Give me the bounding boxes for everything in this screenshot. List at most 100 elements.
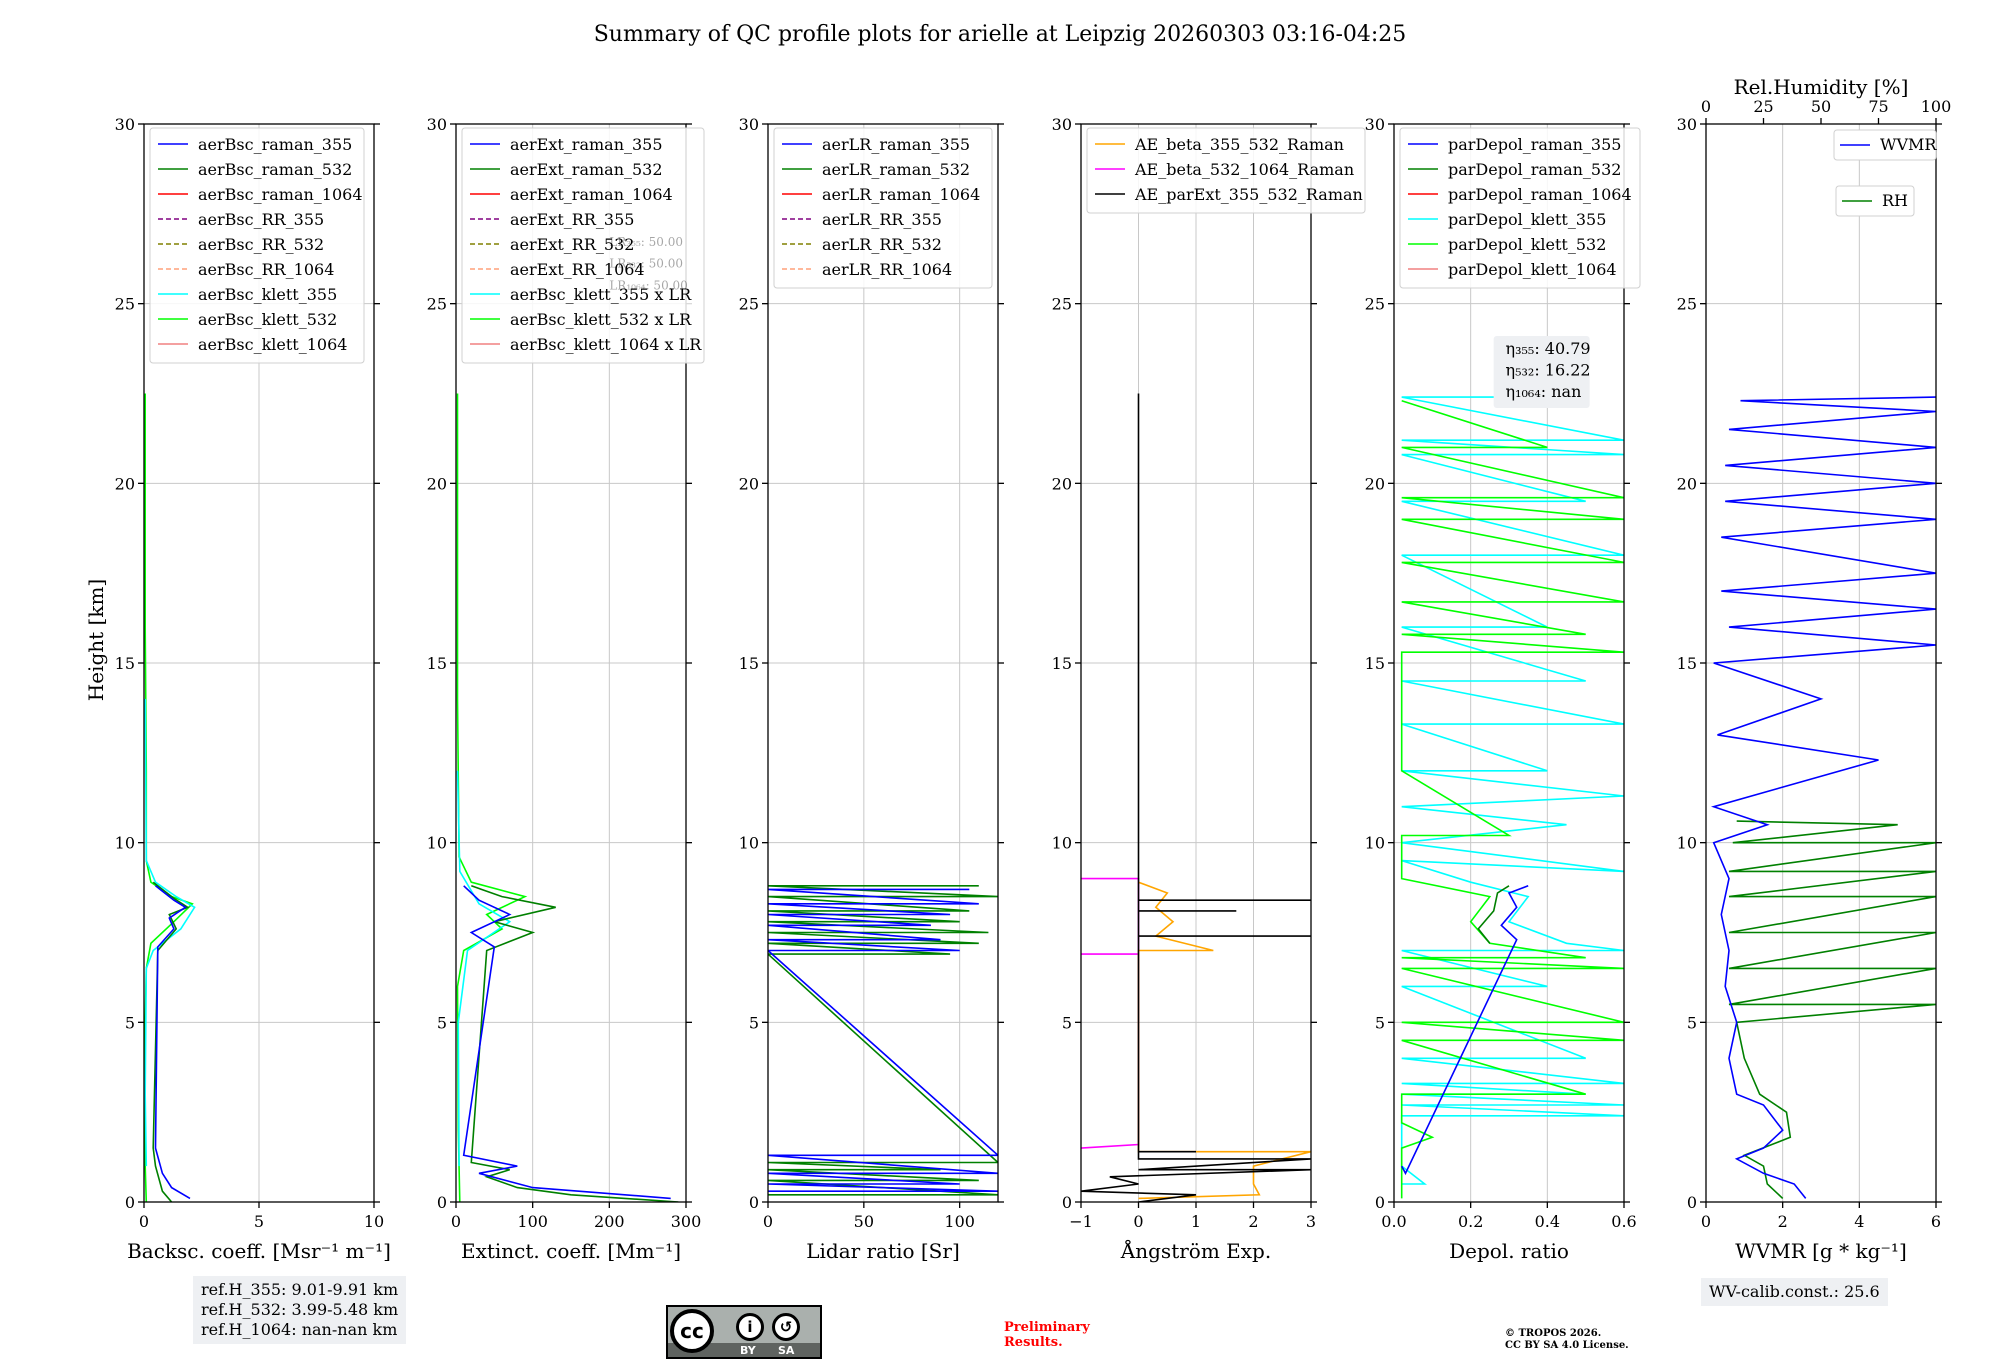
legend-box bbox=[1835, 185, 1915, 217]
x-tick-label: 0.4 bbox=[1535, 1212, 1560, 1231]
legend-box bbox=[461, 127, 705, 364]
y-tick-label: 20 bbox=[1052, 474, 1072, 493]
legend-label-aerLR_RR_1064: aerLR_RR_1064 bbox=[822, 260, 952, 279]
y-tick-label: 30 bbox=[115, 115, 135, 134]
x-axis-label: Depol. ratio bbox=[1449, 1239, 1569, 1263]
copyright-line-2: CC BY SA 4.0 License. bbox=[1505, 1340, 1629, 1351]
legend: aerLR_raman_355 aerLR_raman_532 aerLR_rama… bbox=[773, 127, 993, 289]
x-tick-label: 100 bbox=[944, 1212, 975, 1231]
y-tick-label: 0 bbox=[125, 1193, 135, 1212]
legend-label-aerExt_RR_1064: aerExt_RR_1064 bbox=[510, 260, 645, 279]
x-tick-label: 6 bbox=[1931, 1212, 1941, 1231]
legend-label-aerExt_raman_355: aerExt_raman_355 bbox=[510, 135, 663, 154]
x-tick-label: 50 bbox=[854, 1212, 874, 1231]
y-tick-label: 25 bbox=[1677, 295, 1697, 314]
wv-calibration-box: WV-calib.const.: 25.6 bbox=[1701, 1278, 1888, 1306]
legend-label-aerBsc_RR_1064: aerBsc_RR_1064 bbox=[198, 260, 334, 279]
preliminary-line-2: Results. bbox=[1004, 1335, 1063, 1350]
legend-box bbox=[1399, 127, 1641, 289]
legend-label-aerLR_raman_532: aerLR_raman_532 bbox=[822, 160, 970, 179]
legend-label-aerExt_RR_355: aerExt_RR_355 bbox=[510, 210, 634, 229]
x-tick-label: 0 bbox=[1701, 1212, 1711, 1231]
x-axis-label: Ångström Exp. bbox=[1120, 1238, 1271, 1263]
y-tick-label: 0 bbox=[437, 1193, 447, 1212]
annotation-text: LR₅₃₂: 50.00 bbox=[609, 257, 683, 271]
legend-label-aerBsc_klett_1064 x LR: aerBsc_klett_1064 x LR bbox=[510, 335, 702, 354]
legend-label: WVMR bbox=[1880, 135, 1937, 154]
x-axis-label: Backsc. coeff. [Msr⁻¹ m⁻¹] bbox=[127, 1239, 391, 1263]
series-aerBsc_raman_355 bbox=[154, 885, 191, 1200]
y-tick-label: 5 bbox=[1687, 1013, 1697, 1032]
series-WVMR bbox=[1710, 396, 1936, 1199]
cc-by-label: BY bbox=[740, 1344, 756, 1357]
figure-title: Summary of QC profile plots for arielle … bbox=[593, 22, 1407, 47]
y-tick-label: 20 bbox=[427, 474, 447, 493]
top-x-tick-label: 50 bbox=[1811, 97, 1831, 116]
series-aerBsc_raman_532 bbox=[152, 881, 190, 1202]
legend-label-aerLR_RR_355: aerLR_RR_355 bbox=[822, 210, 942, 229]
x-tick-label: 4 bbox=[1854, 1212, 1864, 1231]
panel-bsc: 0 5 10 15 20 25 30 0 5 10 Backsc. coeff. [Msr⁻¹ m⁻… bbox=[115, 115, 391, 1263]
y-tick-label: 20 bbox=[115, 474, 135, 493]
y-axis-label: Height [km] bbox=[84, 578, 108, 702]
refh-1064: ref.H_1064: nan-nan km bbox=[201, 1320, 398, 1339]
y-tick-label: 15 bbox=[1677, 654, 1697, 673]
share-alike-icon: ↺ bbox=[772, 1313, 800, 1341]
legend-label-aerBsc_klett_355: aerBsc_klett_355 bbox=[198, 285, 337, 304]
x-tick-label: 3 bbox=[1306, 1212, 1316, 1231]
y-tick-label: 5 bbox=[749, 1013, 759, 1032]
annotations: η₃₅₅: 40.79 η₅₃₂: 16.22 η₁₀₆₄: nan bbox=[1493, 336, 1591, 409]
top-x-tick-label: 0 bbox=[1701, 97, 1711, 116]
y-tick-label: 25 bbox=[739, 295, 759, 314]
series-parDepol_raman_532 bbox=[1477, 885, 1510, 944]
legend-label-aerBsc_RR_355: aerBsc_RR_355 bbox=[198, 210, 324, 229]
y-tick-label: 25 bbox=[1052, 295, 1072, 314]
x-tick-label: 300 bbox=[671, 1212, 702, 1231]
x-tick-label: 0 bbox=[763, 1212, 773, 1231]
legend-label-aerBsc_RR_532: aerBsc_RR_532 bbox=[198, 235, 324, 254]
x-tick-label: 0.0 bbox=[1381, 1212, 1406, 1231]
legend-label-AE_parExt_355_532_Raman: AE_parExt_355_532_Raman bbox=[1134, 185, 1363, 204]
y-tick-label: 10 bbox=[1365, 834, 1385, 853]
legend-label-parDepol_klett_355: parDepol_klett_355 bbox=[1448, 210, 1606, 229]
legend-box bbox=[1086, 127, 1366, 214]
copyright-line-1: © TROPOS 2026. bbox=[1505, 1328, 1602, 1339]
y-tick-label: 30 bbox=[427, 115, 447, 134]
x-tick-label: 5 bbox=[254, 1212, 264, 1231]
series-parDepol_klett_532 bbox=[1400, 399, 1624, 1199]
panel-depol: 0 5 10 15 20 25 30 0.0 0.2 0.4 0.6 Depol. ratio parD… bbox=[1365, 115, 1641, 1263]
legend-label-parDepol_klett_532: parDepol_klett_532 bbox=[1448, 235, 1606, 254]
y-tick-label: 0 bbox=[1062, 1193, 1072, 1212]
legend: AE_beta_355_532_Raman AE_beta_532_1064_Ra… bbox=[1086, 127, 1366, 214]
series-aerExt_raman_355 bbox=[462, 885, 671, 1200]
y-tick-label: 15 bbox=[115, 654, 135, 673]
legend-label-aerBsc_raman_532: aerBsc_raman_532 bbox=[198, 160, 352, 179]
y-tick-label: 5 bbox=[1375, 1013, 1385, 1032]
y-tick-label: 30 bbox=[1052, 115, 1072, 134]
legend-label-aerBsc_klett_532 x LR: aerBsc_klett_532 x LR bbox=[510, 310, 692, 329]
cc-icon: cc bbox=[670, 1309, 714, 1353]
legend-label-aerBsc_klett_355 x LR: aerBsc_klett_355 x LR bbox=[510, 285, 692, 304]
y-tick-label: 20 bbox=[1677, 474, 1697, 493]
y-tick-label: 30 bbox=[1365, 115, 1385, 134]
legend-box bbox=[773, 127, 993, 289]
x-axis-label: WVMR [g * kg⁻¹] bbox=[1735, 1239, 1907, 1263]
top-x-tick-label: 100 bbox=[1921, 97, 1952, 116]
eta-box bbox=[1493, 336, 1590, 409]
x-axis-label: Extinct. coeff. [Mm⁻¹] bbox=[461, 1239, 681, 1263]
y-tick-label: 15 bbox=[1365, 654, 1385, 673]
legend-entry-WVMR: WVMR bbox=[1833, 129, 1937, 161]
y-tick-label: 5 bbox=[1062, 1013, 1072, 1032]
cc-by-sa-license-badge: cc i ↺ BY SA bbox=[666, 1305, 822, 1359]
top-x-tick-label: 75 bbox=[1868, 97, 1888, 116]
legend-label-aerLR_raman_1064: aerLR_raman_1064 bbox=[822, 185, 980, 204]
legend: aerBsc_raman_355 aerBsc_raman_532 aerBsc_r… bbox=[149, 127, 365, 364]
series-AE_beta_532_1064_Raman bbox=[1081, 877, 1140, 1149]
refh-355: ref.H_355: 9.01-9.91 km bbox=[201, 1280, 399, 1299]
y-tick-label: 10 bbox=[115, 834, 135, 853]
x-tick-label: 1 bbox=[1191, 1212, 1201, 1231]
x-tick-label: 100 bbox=[517, 1212, 548, 1231]
series-aerBsc_klett_532 bbox=[144, 393, 194, 1202]
legend-label-aerBsc_klett_1064: aerBsc_klett_1064 bbox=[198, 335, 347, 354]
